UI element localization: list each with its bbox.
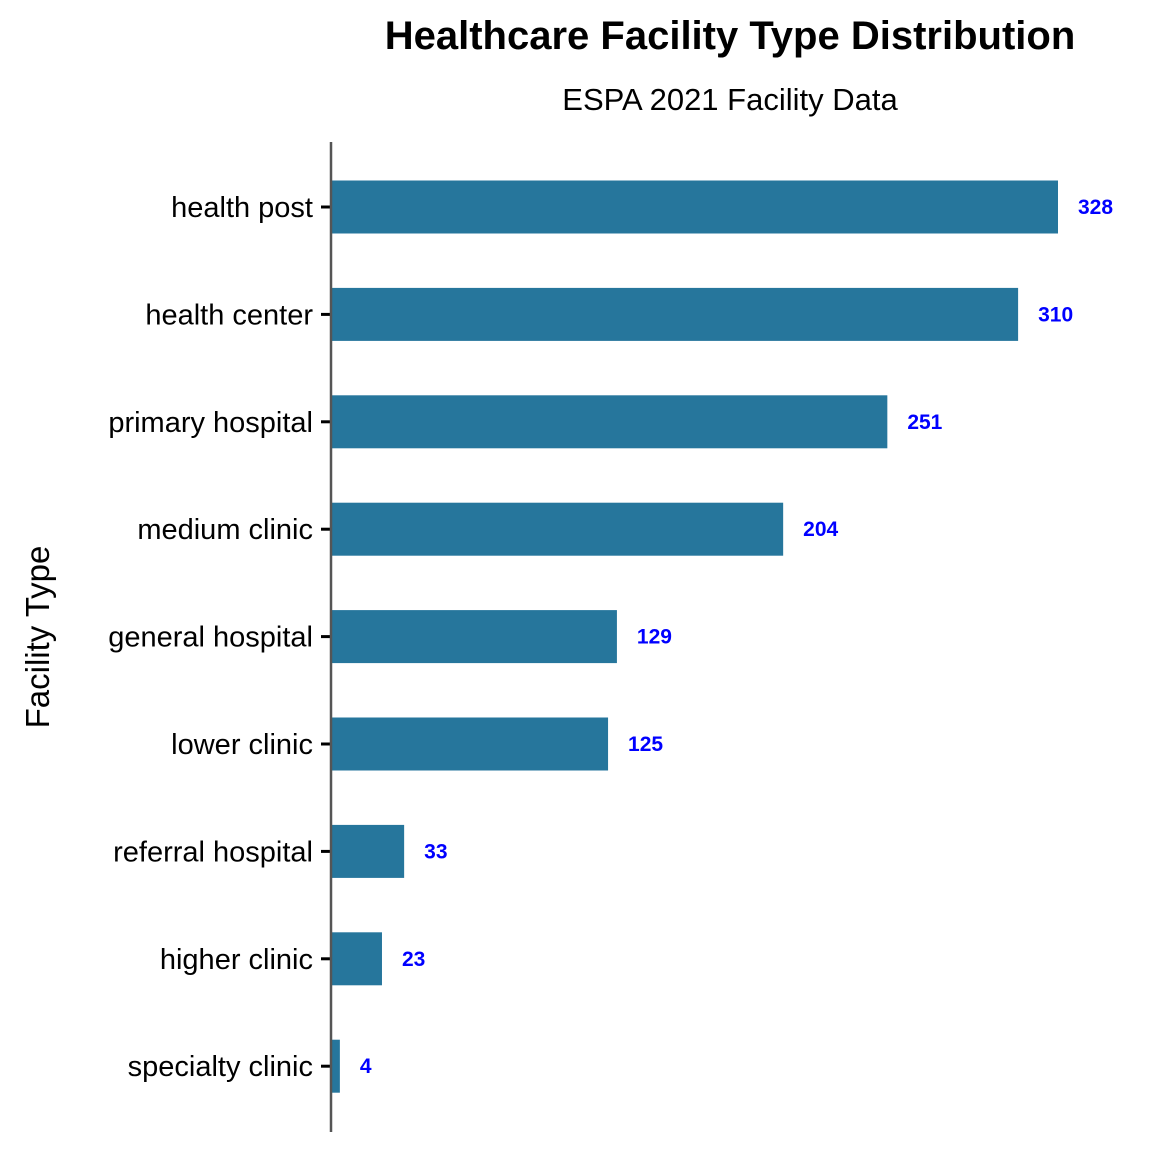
chart-subtitle: ESPA 2021 Facility Data <box>562 82 898 117</box>
data-label: 129 <box>637 626 672 649</box>
y-tick-label: medium clinic <box>137 514 313 546</box>
data-label: 33 <box>424 840 447 863</box>
data-label: 23 <box>402 948 425 971</box>
bar <box>331 180 1058 234</box>
data-label: 204 <box>803 518 838 541</box>
y-tick-label: health center <box>145 299 313 331</box>
bar <box>331 287 1019 341</box>
y-tick-label: referral hospital <box>113 836 313 868</box>
data-label: 4 <box>360 1055 372 1078</box>
bar <box>331 395 888 449</box>
chart-title: Healthcare Facility Type Distribution <box>384 14 1076 58</box>
y-tick-label: health post <box>171 192 313 224</box>
y-tick-label: lower clinic <box>171 729 313 761</box>
bar <box>331 502 784 556</box>
y-tick-label: primary hospital <box>108 407 313 439</box>
data-label: 251 <box>907 411 942 434</box>
y-tick-label: specialty clinic <box>128 1051 313 1083</box>
y-tick-label: higher clinic <box>160 944 313 976</box>
y-tick-label: general hospital <box>108 622 313 654</box>
bar <box>331 1039 340 1093</box>
data-label: 310 <box>1038 303 1073 326</box>
bar <box>331 610 617 664</box>
data-label: 125 <box>628 733 663 756</box>
bar <box>331 717 609 771</box>
data-label: 328 <box>1078 196 1113 219</box>
bar <box>331 824 405 878</box>
bar <box>331 932 382 986</box>
